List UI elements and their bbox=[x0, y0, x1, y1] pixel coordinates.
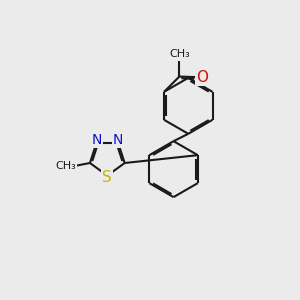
Text: CH₃: CH₃ bbox=[169, 49, 190, 59]
Text: O: O bbox=[196, 70, 208, 85]
Text: N: N bbox=[113, 133, 123, 147]
Text: CH₃: CH₃ bbox=[56, 161, 76, 171]
Text: S: S bbox=[102, 169, 112, 184]
Text: N: N bbox=[92, 133, 102, 147]
